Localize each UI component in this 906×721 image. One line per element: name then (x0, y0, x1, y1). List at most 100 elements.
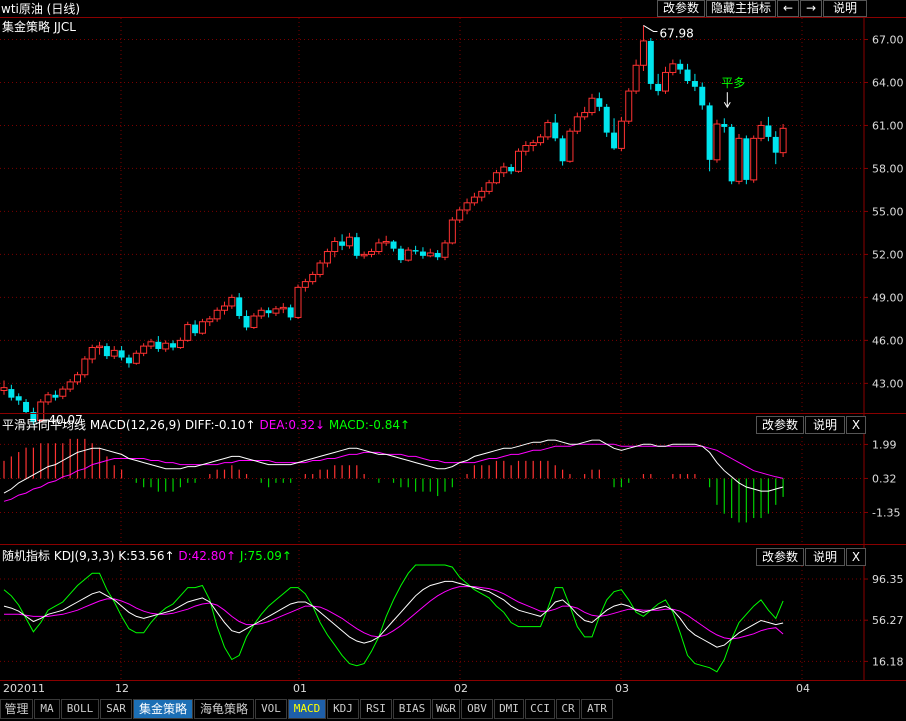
candle-body-down (691, 81, 698, 87)
time-axis-label: 01 (293, 682, 307, 695)
candle-body-up (404, 249, 412, 261)
candle-body-down (8, 389, 15, 398)
candle-body-down (434, 252, 441, 258)
price-tick-label: 46.00 (872, 334, 904, 347)
help-button[interactable]: 说明 (823, 0, 867, 17)
price-tick-label: 43.00 (872, 377, 904, 390)
candle-body-up (441, 242, 449, 258)
macd-help-button[interactable]: 说明 (805, 416, 845, 434)
candle-body-up (66, 381, 74, 390)
price-tick-label: 52.00 (872, 248, 904, 261)
candle-body-down (397, 248, 404, 261)
candle-body-down (596, 98, 603, 107)
tab-jjcl[interactable]: 集金策略 (133, 699, 193, 719)
candle-body-down (419, 251, 426, 256)
tab-wr[interactable]: W&R (432, 699, 460, 719)
candle-body-up (162, 342, 170, 350)
candle-body-down (15, 396, 22, 401)
candle-body-down (118, 350, 125, 358)
price-tick-label: 55.00 (872, 205, 904, 218)
macd-params: MACD(12,26,9) (89, 418, 181, 432)
candle-body-down (647, 40, 654, 84)
candle-body-up (779, 127, 787, 154)
candle-body-up (257, 309, 265, 317)
tab-obv[interactable]: OBV (461, 699, 493, 719)
tab-bias[interactable]: BIAS (393, 699, 431, 719)
kdj-tick-label: 16.18 (872, 655, 904, 668)
tab-atr[interactable]: ATR (581, 699, 613, 719)
scroll-right-icon[interactable]: → (800, 0, 822, 17)
tab-sar[interactable]: SAR (100, 699, 132, 719)
candle-body-up (368, 251, 375, 255)
time-axis-label: 12 (115, 682, 129, 695)
candle-body-down (52, 394, 59, 398)
macd-close-icon[interactable]: X (846, 416, 866, 434)
candle-body-up (228, 296, 236, 307)
tab-boll[interactable]: BOLL (61, 699, 99, 719)
price-tick-label: 49.00 (872, 291, 904, 304)
low-price-label: 40.07 (48, 413, 82, 427)
candle-body-up (147, 341, 155, 347)
modify-params-button[interactable]: 改参数 (657, 0, 705, 17)
tab-cr[interactable]: CR (556, 699, 580, 719)
candle-body-up (485, 182, 493, 192)
tab-vol[interactable]: VOL (255, 699, 287, 719)
tab-ma[interactable]: MA (34, 699, 60, 719)
macd-tick-label: -1.35 (872, 506, 900, 519)
candle-body-up (492, 172, 500, 184)
candle-body-down (236, 297, 243, 317)
candle-body-down (125, 357, 132, 364)
candle-body-down (611, 132, 618, 149)
candle-body-up (573, 116, 581, 132)
kdj-tick-label: 96.35 (872, 573, 904, 586)
kdj-close-icon[interactable]: X (846, 548, 866, 566)
indicator-tab-bar: 管理 MA BOLL SAR 集金策略 海龟策略 VOL MACD KDJ RS… (0, 699, 906, 721)
candle-body-down (103, 346, 110, 357)
price-tick-label: 64.00 (872, 76, 904, 89)
candle-body-up (279, 306, 287, 310)
tab-dmi[interactable]: DMI (494, 699, 524, 719)
candle-body-down (655, 83, 662, 92)
top-bar: wti原油 (日线) 改参数 隐藏主指标 ← → 说明 (0, 0, 906, 17)
macd-modify-params-button[interactable]: 改参数 (756, 416, 804, 434)
time-axis-label: 202011 (3, 682, 45, 695)
tab-turtle[interactable]: 海龟策略 (194, 699, 254, 719)
price-chart[interactable]: 67.00 64.00 61.00 58.00 55.00 52.00 49.00 46.00… (0, 0, 906, 699)
candle-body-up (323, 251, 331, 264)
candle-body-up (757, 124, 765, 139)
high-marker (643, 25, 658, 32)
candle-body-up (88, 347, 96, 360)
price-tick-label: 67.00 (872, 33, 904, 46)
candle-body-up (735, 137, 743, 182)
hide-main-indicator-button[interactable]: 隐藏主指标 (706, 0, 776, 17)
tab-macd[interactable]: MACD (288, 699, 326, 719)
candle-body-up (272, 308, 280, 314)
macd-dea-value: DEA:0.32↓ (259, 418, 326, 432)
candle-body-up (74, 374, 81, 383)
time-axis-label: 03 (615, 682, 629, 695)
candle-body-down (170, 343, 177, 348)
kdj-help-button[interactable]: 说明 (805, 548, 845, 566)
candle-body-up (132, 352, 140, 364)
kdj-modify-params-button[interactable]: 改参数 (756, 548, 804, 566)
macd-dea-line (3, 443, 784, 502)
time-axis-label: 02 (454, 682, 468, 695)
kdj-name: 随机指标 (2, 549, 51, 563)
candle-body-up (662, 71, 669, 92)
candle-body-up (581, 112, 589, 118)
high-price-label: 67.98 (659, 26, 693, 40)
window-title: wti原油 (日线) (1, 2, 81, 16)
tab-kdj[interactable]: KDJ (327, 699, 359, 719)
candle-body-up (360, 253, 368, 257)
tab-manage[interactable]: 管理 (0, 699, 33, 719)
scroll-left-icon[interactable]: ← (777, 0, 799, 17)
candle-body-down (765, 125, 772, 137)
tab-cci[interactable]: CCI (525, 699, 555, 719)
candle-body-up (544, 122, 552, 138)
candle-body-down (390, 241, 397, 249)
candle-body-up (669, 63, 677, 73)
candle-body-down (699, 86, 706, 106)
candle-body-up (382, 241, 390, 244)
candle-body-up (456, 209, 464, 221)
tab-rsi[interactable]: RSI (360, 699, 392, 719)
